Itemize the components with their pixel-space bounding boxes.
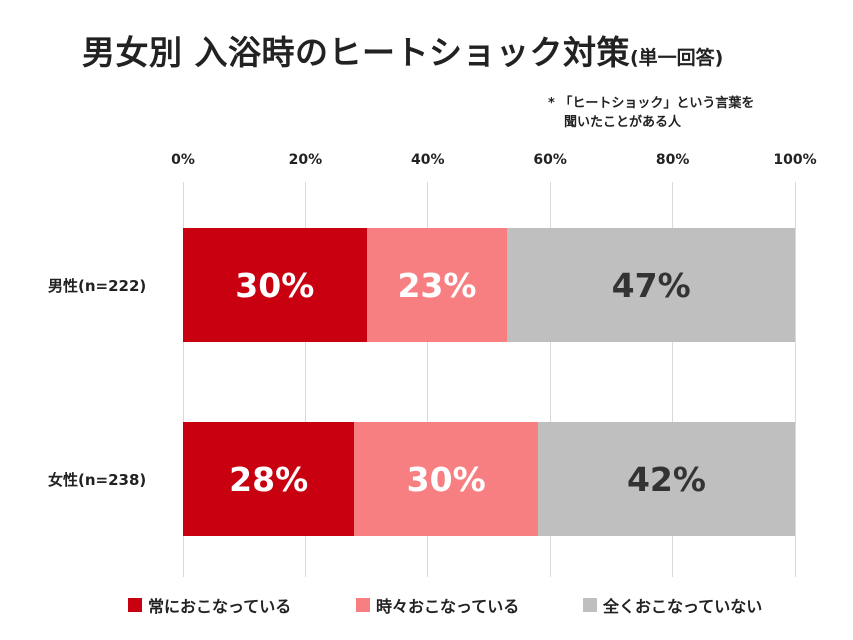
bar-segment: 47% <box>507 228 795 342</box>
footnote: * 「ヒートショック」という言葉を 聞いたことがある人 <box>548 94 754 132</box>
legend-item: 時々おこなっている <box>356 593 519 617</box>
footnote-line-1: * 「ヒートショック」という言葉を <box>548 96 755 111</box>
chart-title: 男女別 入浴時のヒートショック対策(単一回答) <box>82 26 723 74</box>
gridline <box>427 182 429 577</box>
x-tick-label: 60% <box>533 152 567 168</box>
legend-item: 常におこなっている <box>128 593 291 617</box>
gridline <box>182 182 184 577</box>
x-tick-label: 100% <box>773 152 817 168</box>
bar-segment: 30% <box>183 228 367 342</box>
legend-swatch <box>356 598 370 612</box>
gridline <box>672 182 674 577</box>
x-tick-label: 0% <box>171 152 195 168</box>
title-main: 男女別 入浴時のヒートショック対策 <box>82 33 630 72</box>
gridline <box>549 182 551 577</box>
x-tick-label: 80% <box>655 152 690 168</box>
legend-item: 全くおこなっていない <box>583 593 762 617</box>
gridline <box>304 182 306 577</box>
x-tick-label: 20% <box>288 152 323 168</box>
x-tick-label: 40% <box>411 152 445 168</box>
footnote-line-2: 聞いたことがある人 <box>564 115 682 130</box>
bar-segment: 42% <box>537 422 795 536</box>
bar-segment: 28% <box>183 422 355 536</box>
bar-segment: 30% <box>354 422 538 536</box>
legend-swatch <box>128 598 142 612</box>
gridline <box>794 182 796 577</box>
legend-label: 全くおこなっていない <box>603 597 763 616</box>
bar-segment: 23% <box>366 228 508 342</box>
title-sub: (単一回答) <box>630 47 724 69</box>
legend-label: 時々おこなっている <box>376 597 520 616</box>
legend-swatch <box>583 598 597 612</box>
category-label: 女性(n=238) <box>48 471 147 489</box>
category-label: 男性(n=222) <box>48 277 147 295</box>
legend-label: 常におこなっている <box>148 597 292 616</box>
